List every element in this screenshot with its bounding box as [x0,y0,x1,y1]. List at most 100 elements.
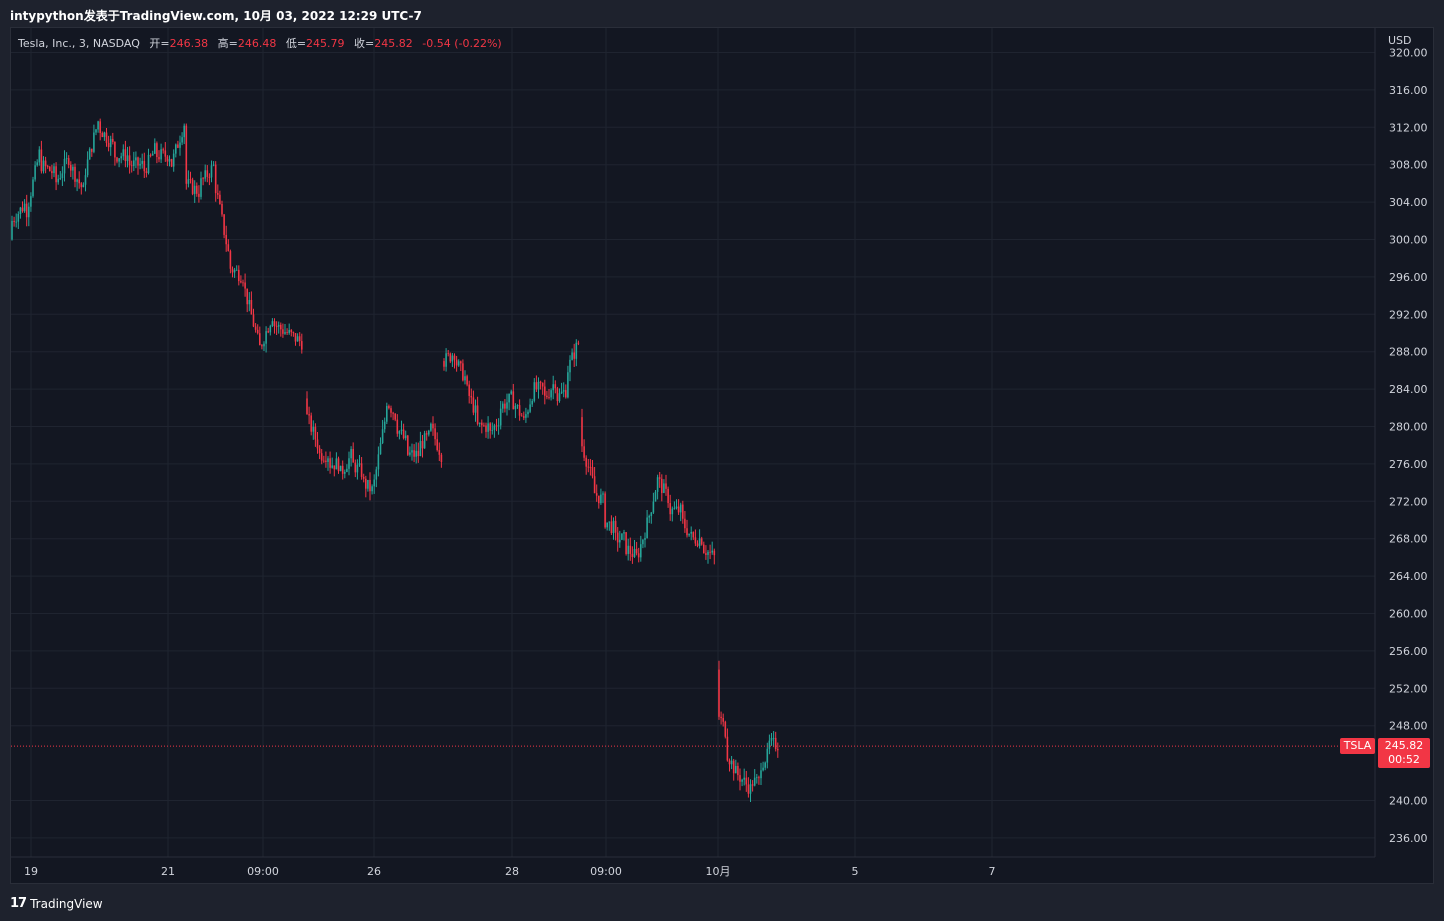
candle-body [476,405,479,424]
candle-body [362,476,365,479]
candle-body [19,207,22,215]
candle-body [711,550,713,553]
candle-body [323,460,325,462]
candle-body [74,166,76,182]
candle-body [91,148,93,152]
candle-body [552,384,554,391]
candle-body [275,326,278,327]
candle-body [160,149,162,160]
candle-body [449,353,452,362]
y-tick-label: 240.00 [1389,795,1428,808]
candle-body [17,214,20,222]
candle-body [625,532,627,554]
candle-body [423,433,426,449]
candle-body [42,160,45,172]
candle-body [627,545,629,554]
candle-body [411,450,413,453]
candle-body [139,163,141,166]
candle-body [30,196,32,207]
candle-body [466,376,468,385]
candle-body [72,166,74,171]
x-tick-label: 5 [852,865,859,878]
candle-body [170,159,173,167]
candle-body [390,408,392,413]
candle-body [730,760,733,765]
candle-body [602,493,604,495]
candle-body [430,423,432,431]
candle-body [320,453,323,461]
candle-body [673,508,676,510]
candle-body [753,777,756,786]
candle-body [550,390,552,398]
y-tick-label: 280.00 [1389,421,1428,434]
candle-body [600,494,602,504]
candle-body [55,166,57,183]
candle-body [137,157,139,166]
candle-body [684,518,686,529]
candle-body [44,160,47,167]
candle-body [457,361,460,366]
tradingview-logo[interactable]: 17 TradingView [10,896,103,911]
chart-pane[interactable] [10,27,1434,884]
candle-body [447,353,449,355]
candle-body [760,770,762,779]
legend-close-value: 245.82 [374,37,413,50]
y-tick-label: 304.00 [1389,196,1428,209]
candle-body [248,299,251,305]
candle-body [571,352,573,360]
candle-body [565,390,567,398]
candle-body [49,166,51,172]
candle-body [502,403,504,409]
y-tick-label: 312.00 [1389,121,1428,134]
candle-body [425,433,428,435]
candle-body [269,326,272,333]
y-tick-label: 308.00 [1389,159,1428,172]
candle-body [217,193,219,195]
candle-body [587,466,590,468]
x-tick-label: 09:00 [247,865,279,878]
candle-body [310,415,312,432]
legend-open-label: 开= [149,37,170,50]
candle-body [308,414,310,416]
candle-body [210,165,213,178]
candle-body [162,149,164,151]
candle-body [726,736,729,761]
candle-body [271,321,274,327]
candle-body [231,268,234,273]
candle-body [445,353,447,367]
candle-body [331,465,333,468]
candle-body [663,483,665,493]
candle-body [179,142,181,148]
candle-body [250,299,253,315]
candle-body [629,545,632,554]
candle-body [284,332,286,334]
candle-body [40,149,43,172]
candle-body [333,465,336,470]
candle-body [443,361,445,367]
candle-body [529,404,531,412]
candle-body [562,390,565,392]
legend-symbol[interactable]: Tesla, Inc., 3, NASDAQ [18,37,140,50]
candle-body [438,450,441,455]
candle-body [516,405,519,406]
candle-body [254,326,257,330]
candle-body [221,203,223,215]
candle-body [11,220,13,240]
candle-body [312,426,315,432]
candle-body [329,458,331,468]
currency-label[interactable]: USD [1388,34,1412,47]
candle-body [656,477,659,492]
candle-body [453,355,456,360]
candle-body [86,159,89,176]
candle-body [700,538,703,545]
bar-countdown: 00:52 [1388,753,1420,766]
candle-body [506,402,508,409]
candle-body [483,425,485,427]
candle-body [589,466,592,468]
candle-body [514,405,517,410]
candle-body [504,403,506,409]
y-tick-label: 296.00 [1389,271,1428,284]
candle-body [527,411,529,415]
y-tick-label: 256.00 [1389,645,1428,658]
